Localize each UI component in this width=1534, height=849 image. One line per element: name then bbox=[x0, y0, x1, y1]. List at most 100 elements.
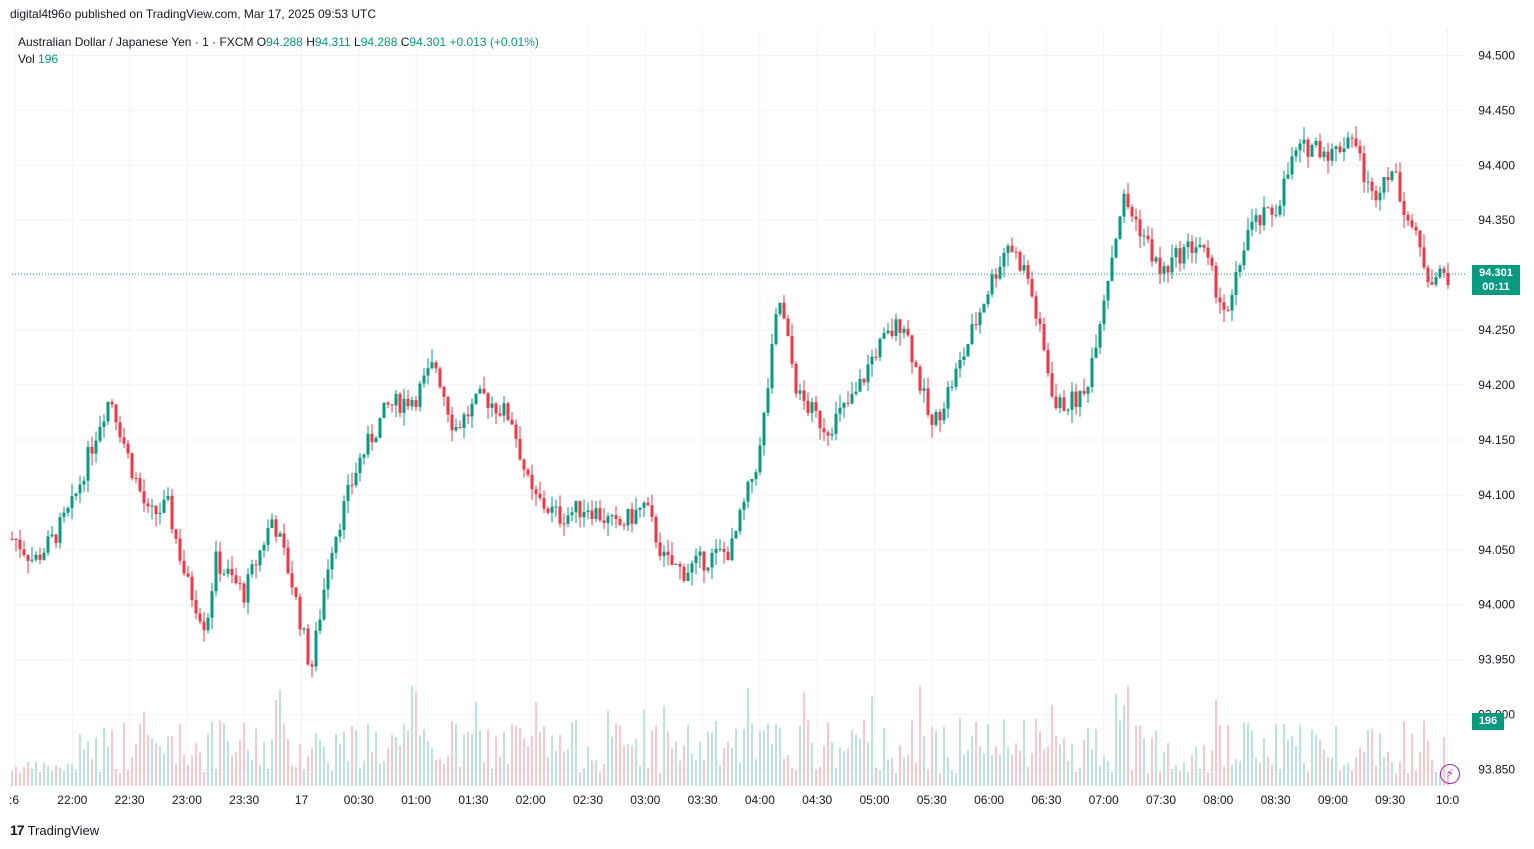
low-label: L bbox=[354, 35, 361, 49]
candle-body bbox=[94, 440, 98, 454]
candle-body bbox=[766, 388, 770, 413]
candle-body bbox=[1230, 294, 1234, 311]
candle-body bbox=[470, 403, 474, 417]
candle-body bbox=[906, 328, 910, 336]
candle-body bbox=[110, 401, 114, 405]
candle-body bbox=[718, 548, 722, 550]
price-tick-label: 93.950 bbox=[1478, 653, 1515, 667]
candle-body bbox=[842, 402, 846, 408]
candle-body bbox=[1162, 266, 1166, 274]
candle-body bbox=[762, 412, 766, 446]
candle-body bbox=[18, 539, 22, 550]
high-value: 94.311 bbox=[314, 35, 351, 49]
candle-body bbox=[874, 356, 878, 358]
candle-body bbox=[286, 547, 290, 574]
candle-body bbox=[1254, 215, 1258, 222]
candle-body bbox=[1150, 239, 1154, 262]
candle-body bbox=[1346, 137, 1350, 149]
candle-body bbox=[1058, 397, 1062, 409]
price-tick-label: 93.850 bbox=[1478, 763, 1515, 777]
candle-body bbox=[314, 630, 318, 667]
time-tick-label: 17 bbox=[295, 793, 309, 807]
candle-body bbox=[1282, 178, 1286, 206]
candle-body bbox=[978, 312, 982, 326]
candle-body bbox=[506, 403, 510, 420]
candle-body bbox=[1390, 171, 1394, 180]
candle-body bbox=[130, 453, 134, 478]
candle-body bbox=[166, 495, 170, 500]
candle-body bbox=[378, 417, 382, 438]
price-tick-label: 94.250 bbox=[1478, 323, 1515, 337]
candle-body bbox=[986, 294, 990, 305]
candle-body bbox=[898, 319, 902, 333]
candle-body bbox=[1318, 140, 1322, 158]
time-tick-label: 10:0 bbox=[1436, 793, 1460, 807]
candle-body bbox=[534, 489, 538, 494]
candle-body bbox=[1242, 250, 1246, 266]
candle-body bbox=[1406, 215, 1410, 221]
candle-body bbox=[70, 496, 74, 508]
candle-body bbox=[678, 563, 682, 567]
candle-body bbox=[698, 551, 702, 556]
alert-bolt-icon[interactable]: ⚡ bbox=[1440, 764, 1460, 784]
time-tick-label: 02:30 bbox=[573, 793, 603, 807]
candle-body bbox=[954, 368, 958, 387]
symbol-name[interactable]: Australian Dollar / Japanese Yen · 1 · F… bbox=[18, 35, 254, 49]
candle-body bbox=[1002, 252, 1006, 267]
candle-body bbox=[1210, 257, 1214, 266]
candle-body bbox=[826, 432, 830, 436]
candle-body bbox=[518, 438, 522, 460]
candle-body bbox=[458, 426, 462, 428]
candle-body bbox=[1138, 219, 1142, 237]
candle-body bbox=[870, 356, 874, 365]
candle-body bbox=[522, 459, 526, 470]
candle-body bbox=[190, 576, 194, 600]
candle-body bbox=[474, 393, 478, 404]
candle-body bbox=[618, 518, 622, 525]
candle-body bbox=[738, 509, 742, 532]
candle-body bbox=[1134, 216, 1138, 220]
candle-body bbox=[1374, 190, 1378, 201]
candle-body bbox=[538, 493, 542, 499]
candle-body bbox=[274, 519, 278, 537]
candle-body bbox=[1422, 247, 1426, 268]
candle-body bbox=[1410, 220, 1414, 227]
candle-body bbox=[1046, 349, 1050, 374]
candle-body bbox=[342, 501, 346, 530]
chart-grid bbox=[12, 28, 1465, 786]
candle-body bbox=[770, 343, 774, 389]
candle-body bbox=[30, 559, 34, 561]
candle-body bbox=[590, 510, 594, 519]
candle-body bbox=[614, 515, 618, 519]
candle-body bbox=[1110, 257, 1114, 281]
candle-body bbox=[50, 534, 54, 537]
candle-body bbox=[1174, 248, 1178, 258]
candle-body bbox=[1206, 247, 1210, 258]
candle-body bbox=[962, 356, 966, 360]
price-tick-label: 94.500 bbox=[1478, 48, 1515, 62]
time-tick-label: 22:30 bbox=[115, 793, 145, 807]
candle-body bbox=[414, 400, 418, 407]
high-label: H bbox=[306, 35, 315, 49]
candle-body bbox=[118, 422, 122, 438]
candle-body bbox=[1274, 214, 1278, 216]
candle-body bbox=[1434, 277, 1438, 285]
candle-body bbox=[882, 332, 886, 339]
candle-body bbox=[362, 454, 366, 458]
candle-body bbox=[1246, 229, 1250, 251]
candle-body bbox=[838, 407, 842, 414]
candle-body bbox=[818, 410, 822, 429]
candle-body bbox=[1234, 271, 1238, 295]
candle-body bbox=[974, 324, 978, 326]
candle-body bbox=[418, 383, 422, 407]
candle-body bbox=[98, 426, 102, 441]
candle-body bbox=[34, 554, 38, 560]
candle-body bbox=[182, 560, 186, 574]
candle-body bbox=[1270, 207, 1274, 215]
candle-body bbox=[742, 501, 746, 510]
time-tick-label: 04:00 bbox=[745, 793, 775, 807]
candle-body bbox=[270, 519, 274, 528]
candle-body bbox=[950, 386, 954, 388]
candle-body bbox=[626, 508, 630, 526]
